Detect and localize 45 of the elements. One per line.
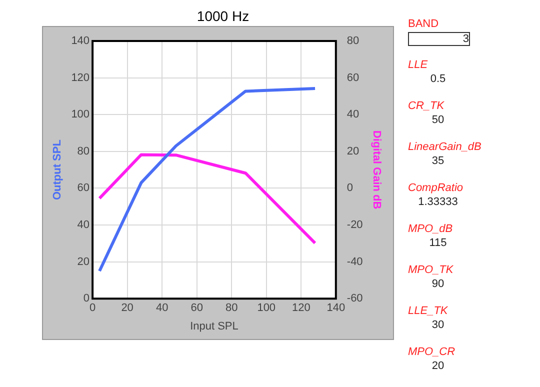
y-tick-label: 100: [71, 108, 90, 121]
text: MPO_TK: [408, 264, 454, 276]
y2-tick-label: 0: [346, 182, 354, 194]
x-tick-label: 100: [257, 302, 276, 314]
text: 35: [430, 155, 446, 167]
text: LinearGain_dB: [408, 141, 482, 153]
text: 1.33333: [417, 196, 459, 208]
text: CompRatio: [408, 182, 464, 194]
text: LLE_TK: [408, 305, 449, 317]
y2-tick-label: -60: [346, 292, 363, 305]
text: 90: [430, 278, 446, 290]
x-axis-title: Input SPL: [190, 320, 238, 332]
text: MPO_dB: [408, 223, 454, 235]
text: CR_TK: [408, 100, 446, 112]
y2-tick-label: 20: [346, 145, 360, 158]
text: 0.5: [429, 73, 447, 85]
x-tick-label: 20: [121, 302, 134, 314]
y-tick-label: 60: [77, 182, 90, 194]
text: 3: [408, 32, 470, 46]
text: 20: [430, 360, 446, 372]
y-tick-label: 120: [71, 72, 90, 84]
text: 115: [428, 237, 448, 249]
y2-tick-label: 80: [346, 35, 360, 48]
y2-axis-title: Digital Gain dB: [370, 130, 382, 210]
y2-tick-label: -40: [346, 256, 363, 268]
x-tick-label: 60: [190, 302, 203, 314]
y-tick-label: 0: [83, 292, 90, 305]
x-tick-label: 40: [156, 302, 168, 314]
text: 50: [430, 114, 446, 126]
text: BAND: [408, 18, 440, 30]
y2-tick-label: -20: [346, 219, 363, 232]
y-tick-label: 80: [77, 145, 90, 158]
chart-title: 1000 Hz: [196, 8, 250, 24]
y-tick-label: 140: [71, 35, 90, 48]
text: LLE: [408, 59, 429, 71]
y-tick-label: 20: [77, 256, 90, 268]
y-tick-label: 40: [77, 219, 90, 232]
x-tick-label: 80: [225, 302, 238, 314]
text: MPO_CR: [408, 346, 456, 358]
y2-tick-label: 60: [346, 72, 360, 84]
x-tick-label: 120: [292, 302, 310, 314]
x-tick-label: 140: [326, 302, 346, 314]
y-axis-title: Output SPL: [52, 139, 64, 200]
text: 30: [430, 319, 446, 331]
y2-tick-label: 40: [346, 108, 360, 121]
